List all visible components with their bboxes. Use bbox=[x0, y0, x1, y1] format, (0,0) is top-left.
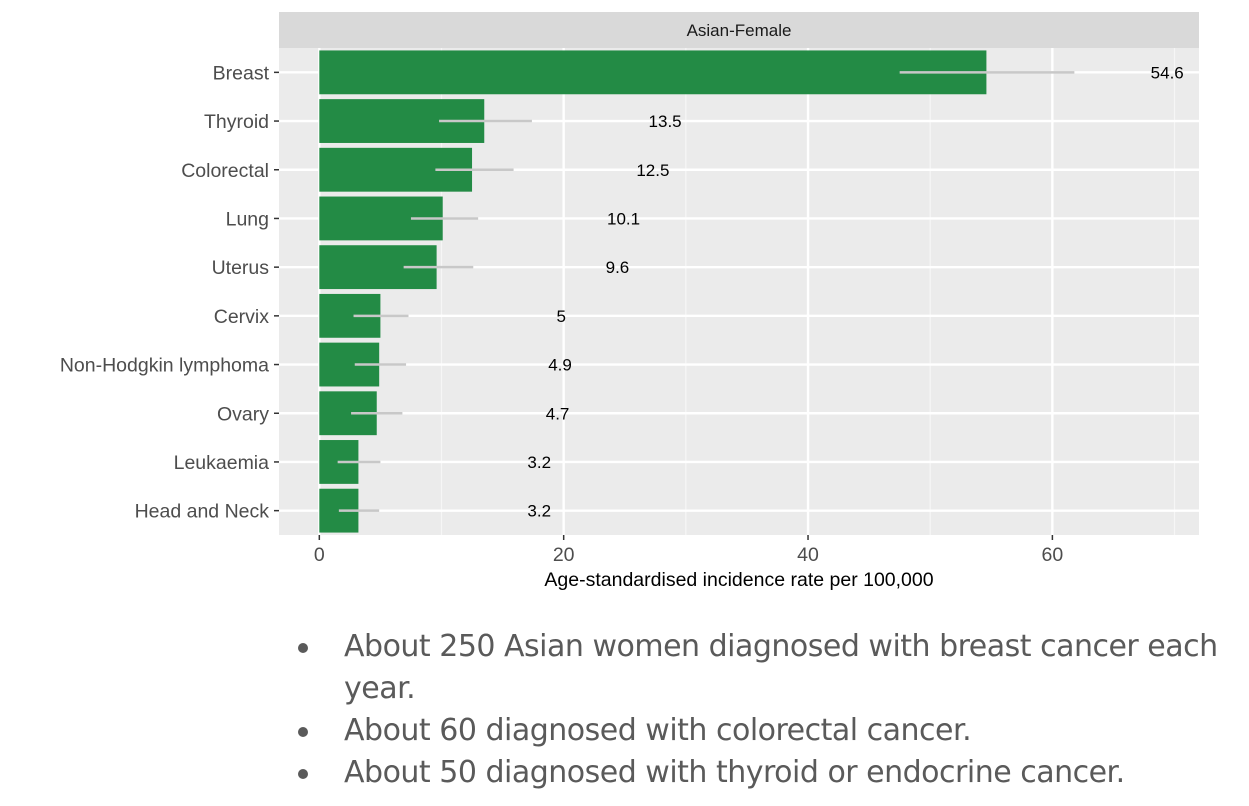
value-label: 10.1 bbox=[607, 209, 640, 228]
value-label: 9.6 bbox=[606, 258, 630, 277]
bullet-item: About 250 Asian women diagnosed with bre… bbox=[292, 626, 1232, 710]
y-tick-label: Head and Neck bbox=[135, 501, 270, 523]
value-label: 12.5 bbox=[636, 161, 669, 180]
chart-figure: Asian-Female 54.6 13.5 12.5 10.1 9.6 5 4.9 4.7 3.… bbox=[60, 12, 1199, 591]
y-tick-label: Breast bbox=[213, 62, 270, 84]
y-tick-label: Uterus bbox=[212, 257, 270, 279]
y-tick-label: Non-Hodgkin lymphoma bbox=[60, 355, 269, 377]
facet-strip bbox=[279, 12, 1199, 48]
x-tick-label: 40 bbox=[797, 544, 819, 566]
y-tick-label: Lung bbox=[226, 208, 269, 230]
bullet-text: About 50 diagnosed with thyroid or endoc… bbox=[344, 755, 1125, 790]
y-tick-label: Ovary bbox=[217, 403, 269, 425]
y-tick-label: Leukaemia bbox=[174, 452, 270, 474]
bar bbox=[319, 50, 987, 95]
bullet-item: About 60 diagnosed with colorectal cance… bbox=[292, 710, 1232, 752]
bullet-item: About 50 diagnosed with thyroid or endoc… bbox=[292, 752, 1232, 794]
bullet-dot-icon bbox=[298, 643, 308, 653]
y-tick-label: Cervix bbox=[214, 306, 270, 328]
bullet-dot-icon bbox=[298, 769, 308, 779]
summary-bullets: About 250 Asian women diagnosed with bre… bbox=[292, 626, 1232, 794]
facet-title: Asian-Female bbox=[687, 21, 792, 40]
value-label: 54.6 bbox=[1151, 63, 1184, 82]
bullet-text: About 60 diagnosed with colorectal cance… bbox=[344, 713, 972, 748]
x-tick-label: 20 bbox=[553, 544, 575, 566]
bar-chart: Asian-Female 54.6 13.5 12.5 10.1 9.6 5 4.9 4.7 3.… bbox=[60, 12, 1199, 591]
bullet-text: About 250 Asian women diagnosed with bre… bbox=[344, 629, 1218, 706]
value-label: 3.2 bbox=[527, 453, 551, 472]
value-label: 4.9 bbox=[548, 356, 572, 375]
bullet-dot-icon bbox=[298, 727, 308, 737]
y-tick-label: Colorectal bbox=[181, 160, 269, 182]
value-label: 13.5 bbox=[649, 112, 682, 131]
x-tick-label: 60 bbox=[1042, 544, 1064, 566]
value-label: 4.7 bbox=[546, 404, 570, 423]
value-label: 5 bbox=[556, 307, 565, 326]
x-axis-title: Age-standardised incidence rate per 100,… bbox=[544, 569, 933, 591]
value-label: 3.2 bbox=[527, 502, 551, 521]
x-tick-label: 0 bbox=[314, 544, 325, 566]
y-tick-label: Thyroid bbox=[204, 111, 269, 133]
